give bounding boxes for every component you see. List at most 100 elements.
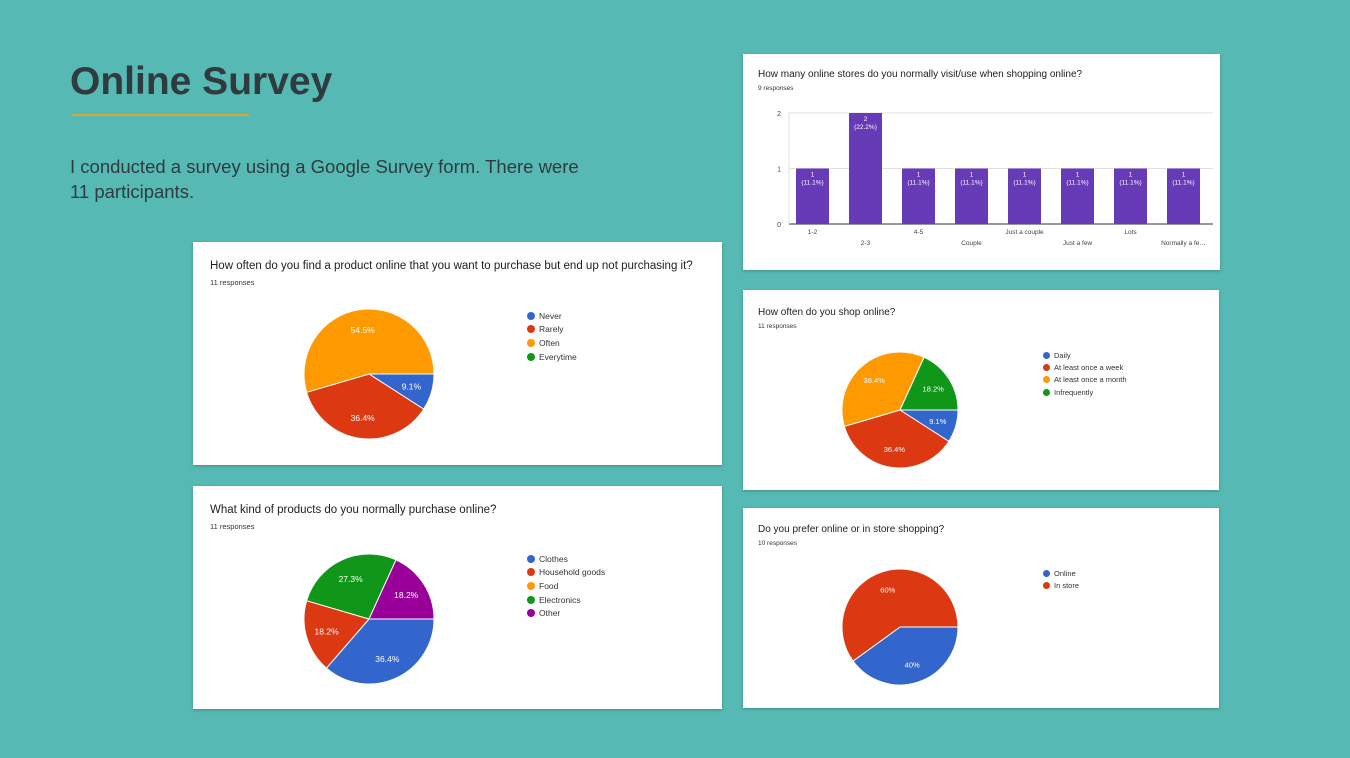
pie-chart: 9.1% 36.4% 36.4% 18.2% — [841, 351, 959, 469]
legend-label: Clothes — [539, 553, 568, 564]
pie-slice-at-least-once-a-month — [841, 351, 925, 427]
x-tick-label: Just a few — [1063, 240, 1093, 247]
chart-response-count: 9 responses — [758, 85, 794, 92]
legend-label: At least once a week — [1054, 363, 1124, 373]
bar-2 — [849, 113, 882, 224]
chart-card-stores: How many online stores do you normally v… — [743, 54, 1220, 270]
legend-item: Rarely — [527, 323, 577, 337]
x-tick-label: 2-3 — [861, 240, 871, 247]
legend-swatch — [1043, 582, 1050, 590]
x-tick-label: 1-2 — [808, 229, 818, 236]
pie-slice-in-store — [841, 568, 959, 662]
legend-label: Infrequently — [1054, 387, 1094, 397]
legend-item: Food — [527, 579, 605, 593]
legend-swatch — [527, 338, 535, 347]
pie-slice-at-least-once-a-week — [843, 409, 950, 469]
legend-item: Household goods — [527, 566, 605, 580]
legend-item: Everytime — [527, 350, 577, 364]
legend-swatch — [527, 311, 535, 320]
legend-label: Other — [539, 608, 561, 619]
bar-8 — [1167, 168, 1200, 224]
slide-title: Online Survey — [70, 60, 333, 103]
bar-7 — [1114, 168, 1147, 224]
chart-card-products: What kind of products do you normally pu… — [193, 486, 722, 709]
chart-response-count: 11 responses — [758, 323, 797, 330]
bar-value-label: 1 — [1023, 172, 1027, 179]
legend-label: At least once a month — [1054, 375, 1127, 385]
slice-percent-label: 60% — [880, 585, 895, 594]
bar-5 — [1008, 168, 1041, 224]
x-tick-label: Just a couple — [1005, 229, 1044, 236]
bar-6 — [1061, 168, 1094, 224]
bar-value-label: 1 — [1129, 172, 1133, 179]
chart-legend: Never Rarely Often Everytime — [527, 309, 577, 363]
x-tick-label: Couple — [961, 240, 982, 247]
y-tick-label: 0 — [777, 222, 781, 229]
slice-percent-label: 36.4% — [351, 413, 376, 423]
pie-slice-online — [852, 626, 959, 686]
chart-card-shop-frequency: How often do you shop online? 11 respons… — [743, 290, 1219, 490]
legend-label: Never — [539, 310, 562, 321]
chart-title: How often do you shop online? — [758, 307, 896, 318]
bar-4 — [955, 168, 988, 224]
legend-label: Often — [539, 337, 560, 348]
bar-percent-label: (11.1%) — [1013, 180, 1035, 187]
pie-slice-other — [368, 559, 435, 620]
chart-response-count: 11 responses — [210, 522, 255, 531]
pie-chart: 36.4% 18.2% 27.3% 18.2% — [303, 553, 435, 685]
bar-percent-label: (11.1%) — [960, 180, 982, 187]
bar-value-label: 2 — [864, 116, 868, 123]
legend-item: Clothes — [527, 552, 605, 566]
legend-item: At least once a month — [1043, 374, 1127, 386]
y-tick-label: 1 — [777, 167, 781, 174]
bar-3 — [902, 168, 935, 224]
x-tick-label: Normally a fe… — [1161, 240, 1206, 247]
pie-chart: 9.1% 36.4% 54.5% — [303, 308, 435, 440]
chart-title: How often do you find a product online t… — [210, 260, 693, 272]
chart-title: What kind of products do you normally pu… — [210, 504, 497, 516]
legend-swatch — [527, 352, 535, 361]
legend-item: At least once a week — [1043, 361, 1127, 373]
legend-swatch — [527, 581, 535, 590]
chart-card-not-purchasing: How often do you find a product online t… — [193, 242, 722, 465]
title-underline — [72, 114, 249, 116]
pie-slice-clothes — [325, 618, 435, 685]
bar-value-label: 1 — [970, 172, 974, 179]
legend-item: Online — [1043, 567, 1079, 579]
pie-slice-infrequently — [899, 356, 959, 411]
legend-swatch — [1043, 388, 1050, 396]
legend-swatch — [527, 554, 535, 563]
legend-label: Food — [539, 580, 559, 591]
legend-swatch — [1043, 364, 1050, 372]
chart-card-online-vs-store: Do you prefer online or in store shoppin… — [743, 508, 1219, 708]
pie-chart: 40% 60% — [841, 568, 959, 686]
slice-percent-label: 36.4% — [375, 654, 400, 664]
bar-value-label: 1 — [1182, 172, 1186, 179]
legend-label: Everytime — [539, 351, 577, 362]
chart-legend: Daily At least once a week At least once a… — [1043, 349, 1127, 399]
legend-item: Daily — [1043, 349, 1127, 361]
bar-percent-label: (11.1%) — [907, 180, 929, 187]
slice-percent-label: 18.2% — [394, 590, 419, 600]
bar-value-label: 1 — [1076, 172, 1080, 179]
legend-swatch — [527, 568, 535, 577]
bar-percent-label: (11.1%) — [1119, 180, 1141, 187]
legend-swatch — [527, 325, 535, 334]
legend-label: Daily — [1054, 350, 1071, 360]
legend-item: Often — [527, 336, 577, 350]
x-tick-label: 4-5 — [914, 229, 924, 236]
legend-label: Rarely — [539, 324, 564, 335]
slice-percent-label: 18.2% — [315, 626, 340, 636]
intro-text: I conducted a survey using a Google Surv… — [70, 156, 579, 202]
bar-value-label: 1 — [811, 172, 815, 179]
legend-swatch — [1043, 569, 1050, 577]
slice-percent-label: 36.4% — [884, 445, 906, 454]
legend-item: Other — [527, 606, 605, 620]
bar-percent-label: (11.1%) — [1172, 180, 1194, 187]
bar-1 — [796, 168, 829, 224]
pie-slice-electronics — [306, 553, 397, 620]
slice-percent-label: 9.1% — [929, 417, 946, 426]
chart-response-count: 10 responses — [758, 540, 798, 547]
legend-label: Household goods — [539, 567, 606, 578]
legend-swatch — [527, 609, 535, 618]
